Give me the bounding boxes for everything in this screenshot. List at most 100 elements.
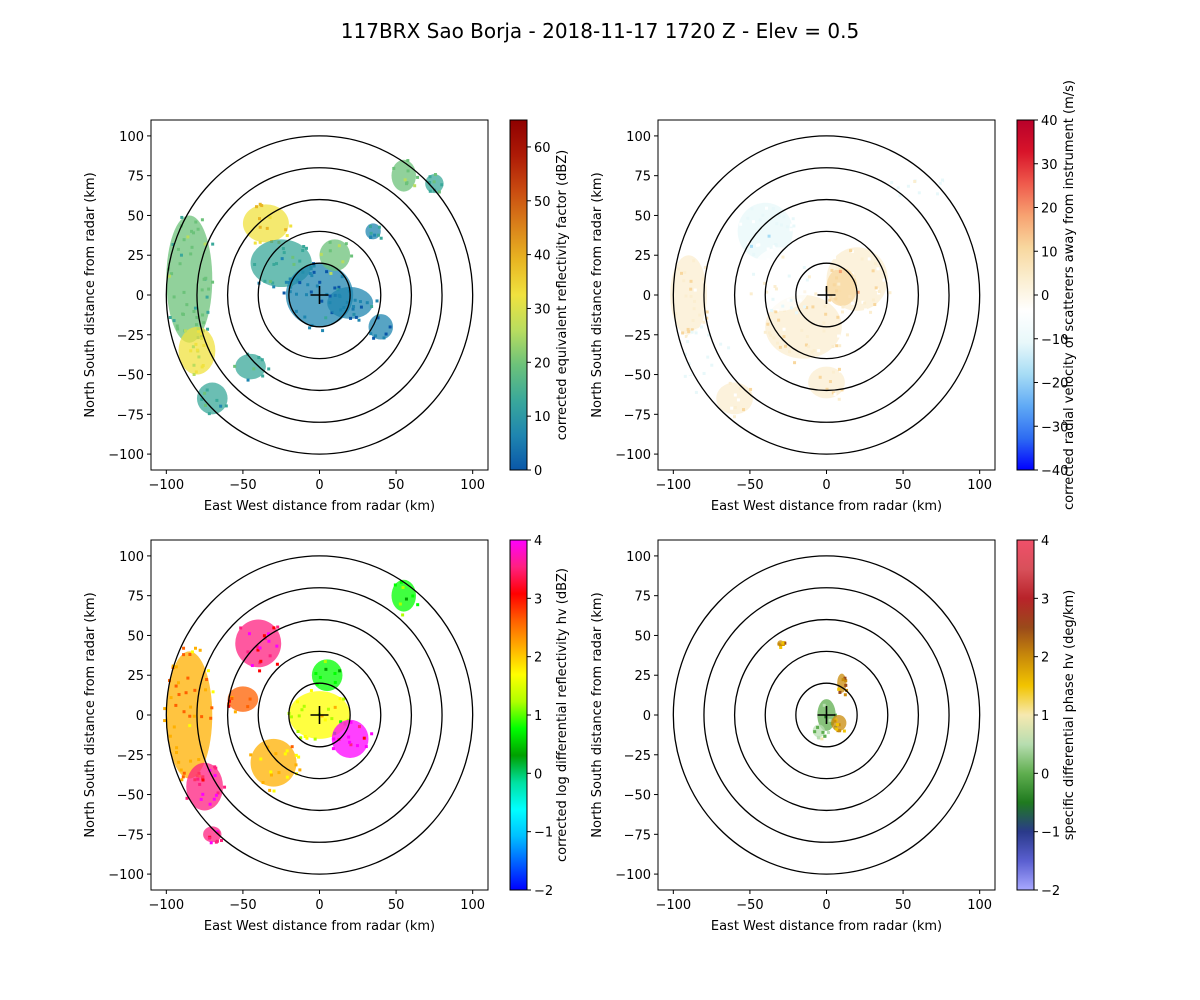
echo-core <box>831 715 847 731</box>
echo-gate <box>295 292 299 296</box>
echo-gate <box>263 279 267 283</box>
echo-gate <box>388 325 392 329</box>
y-tick-label: 0 <box>643 289 651 304</box>
echo-gate <box>269 770 273 774</box>
echo-gate <box>687 330 691 334</box>
echo-gate <box>774 243 778 247</box>
echo-gate <box>282 251 286 255</box>
x-tick-label: −50 <box>229 478 256 493</box>
echo-gate <box>268 788 272 792</box>
echo-gate <box>781 292 785 296</box>
echo-gate <box>403 178 407 182</box>
panel-specific_differential_phase: −100 −50 0 50 100 −100 −75 −50 −25 0 25 50 75 100 East… <box>590 534 1077 934</box>
echo-gate <box>292 262 296 266</box>
echo-gate <box>283 752 287 756</box>
echo-gate <box>871 269 875 273</box>
echo-gate <box>826 731 830 735</box>
echo-gate <box>871 298 875 302</box>
echo-gate <box>261 374 265 378</box>
echo-gate <box>180 778 184 782</box>
echo-gate <box>288 290 292 294</box>
echo-gate <box>406 169 410 173</box>
echo-gate <box>838 369 842 373</box>
echo-gate <box>340 275 344 279</box>
echo-gate <box>274 752 278 756</box>
range-ring <box>196 167 443 423</box>
echo-gate <box>167 274 171 278</box>
echo-gate <box>677 267 681 271</box>
echo-gate <box>201 313 205 317</box>
echo-gate <box>683 371 687 375</box>
colorbar-tick-label: 1 <box>534 709 542 724</box>
colorbar-tick-label: 20 <box>1041 202 1058 217</box>
echo-gate <box>828 718 832 722</box>
echo-gate <box>370 304 374 308</box>
echo-gate <box>778 643 782 647</box>
y-tick-label: −50 <box>117 789 144 804</box>
echo-gate <box>831 391 835 395</box>
echo-gate <box>836 315 840 319</box>
echo-gate <box>837 282 841 286</box>
echo-gate <box>267 214 271 218</box>
colorbar-label: corrected log differential reflectivity … <box>555 568 570 862</box>
echo-gate <box>711 368 715 372</box>
echo-gate <box>837 687 841 691</box>
echo-gate <box>373 233 377 237</box>
echo-gate <box>682 358 686 362</box>
y-tick-label: 25 <box>127 249 144 264</box>
echo-gate <box>182 290 186 294</box>
echo-gate <box>869 310 873 314</box>
echo-gate <box>296 700 300 704</box>
echo-gate <box>761 213 765 217</box>
colorbar-tick-label: −1 <box>1041 826 1060 841</box>
x-tick-label: −100 <box>655 478 691 493</box>
echo-gate <box>777 642 781 646</box>
echo-gate <box>179 768 183 772</box>
echo-gate <box>837 397 841 401</box>
echo-gate <box>224 404 228 408</box>
echo-gate <box>727 346 731 350</box>
echo-gate <box>198 648 202 652</box>
echo-gate <box>681 331 685 335</box>
echo-gate <box>284 280 288 284</box>
echo-gate <box>347 735 351 739</box>
echo-gate <box>341 260 345 264</box>
echo-gate <box>339 720 343 724</box>
echo-gate <box>771 297 775 301</box>
echo-gate <box>200 715 204 719</box>
echo-gate <box>355 744 359 748</box>
echo-gate <box>203 403 207 407</box>
echo-gate <box>194 646 198 650</box>
echo-gate <box>777 318 781 322</box>
echo-core <box>716 382 753 415</box>
echo-gate <box>331 747 335 751</box>
x-tick-label: 50 <box>895 478 912 493</box>
echo-region <box>249 738 302 793</box>
echo-gate <box>769 249 773 253</box>
echo-gate <box>176 247 180 251</box>
echo-gate <box>861 300 865 304</box>
range-ring <box>795 262 858 328</box>
echo-gate <box>246 650 250 654</box>
range-ring <box>764 230 889 360</box>
echo-gate <box>310 274 314 278</box>
echo-gate <box>320 714 324 718</box>
echo-gate <box>269 773 273 777</box>
echo-gate <box>253 241 257 245</box>
echo-gate <box>775 222 779 226</box>
echo-gate <box>200 288 204 292</box>
echo-gate <box>369 332 373 336</box>
echo-gate <box>771 207 775 211</box>
echo-gate <box>840 310 844 314</box>
echo-gate <box>703 265 707 269</box>
echo-gate <box>369 236 373 240</box>
y-tick-label: −25 <box>624 329 651 344</box>
echo-gate <box>180 215 184 219</box>
echo-gate <box>210 706 214 710</box>
y-tick-label: 75 <box>634 590 651 605</box>
echo-gate <box>302 704 306 708</box>
range-ring <box>703 167 950 423</box>
echo-gate <box>832 294 836 298</box>
echo-core <box>391 159 417 192</box>
echo-gate <box>257 217 261 221</box>
